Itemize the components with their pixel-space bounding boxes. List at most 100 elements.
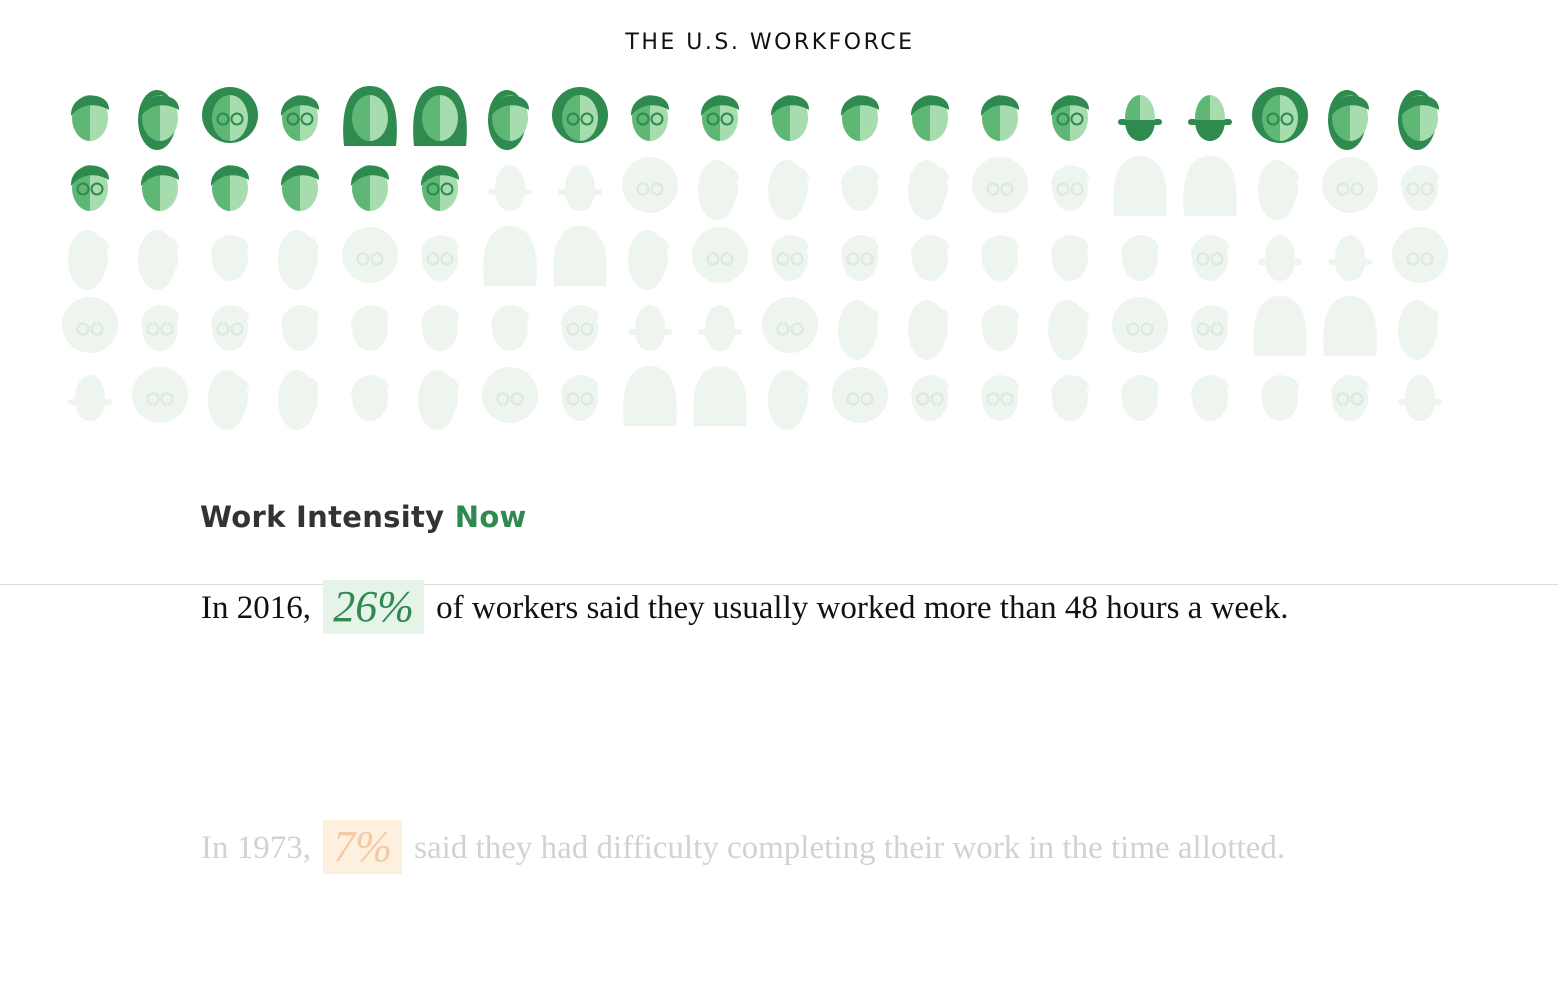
worker-icon (770, 235, 810, 281)
worker-icon (1400, 165, 1440, 211)
worker-icon (1392, 227, 1448, 283)
worker-icon (350, 305, 390, 351)
worker-icon (210, 305, 250, 351)
worker-icon (838, 300, 880, 360)
paragraph-text-start: of (436, 590, 464, 626)
worker-icon (278, 230, 320, 290)
worker-icon (483, 226, 537, 286)
worker-icon (342, 227, 398, 283)
worker-icon (693, 366, 747, 426)
worker-icon (980, 95, 1020, 141)
worker-icon (132, 367, 188, 423)
worker-icon (762, 297, 818, 353)
worker-icon (1328, 235, 1372, 281)
worker-icon (980, 235, 1020, 281)
heading-accent: Now (454, 500, 527, 534)
worker-icon (62, 297, 118, 353)
worker-icon (1112, 297, 1168, 353)
worker-icon (68, 375, 112, 421)
worker-icon (1183, 156, 1237, 216)
worker-icon (622, 157, 678, 213)
worker-icon (623, 366, 677, 426)
workforce-icon-grid (62, 86, 1448, 430)
worker-icon (1188, 95, 1232, 141)
worker-icon (1253, 296, 1307, 356)
worker-icon (700, 95, 740, 141)
worker-icon (413, 86, 467, 146)
worker-icon (840, 165, 880, 211)
worker-icon (1258, 235, 1302, 281)
worker-icon (1050, 165, 1090, 211)
chart-title: THE U.S. WORKFORCE (625, 30, 915, 55)
stat-line-start: In 2016, 26% of (201, 580, 464, 634)
worker-icon (768, 160, 810, 220)
worker-icon (910, 95, 950, 141)
worker-icon (832, 367, 888, 423)
worker-icon (628, 230, 670, 290)
worker-icon (1050, 95, 1090, 141)
paragraph-text: they had difficulty completing their wor… (475, 830, 1286, 866)
worker-icon (1118, 95, 1162, 141)
worker-icon (1322, 157, 1378, 213)
worker-icon (350, 375, 390, 421)
worker-icon (70, 165, 110, 211)
worker-icon (1323, 296, 1377, 356)
worker-icon (1050, 235, 1090, 281)
worker-icon (140, 305, 180, 351)
worker-icon (840, 95, 880, 141)
worker-icon (210, 235, 250, 281)
worker-icon (420, 165, 460, 211)
worker-icon (488, 90, 530, 150)
worker-icon (202, 87, 258, 143)
stat-highlight: 7% (323, 820, 402, 874)
worker-icon (280, 305, 320, 351)
worker-icon (420, 305, 460, 351)
stat-paragraph-1973: In 1973, 7% said they had difficulty com… (201, 820, 1361, 876)
divider (0, 584, 1558, 585)
heading-prefix: Work Intensity (200, 500, 445, 534)
worker-icon (552, 87, 608, 143)
stat-line-start: In 1973, 7% said (201, 820, 468, 874)
worker-icon (972, 157, 1028, 213)
worker-icon (1258, 160, 1300, 220)
paragraph-lead: In 2016, (201, 590, 311, 626)
worker-icon (980, 375, 1020, 421)
worker-icon (280, 165, 320, 211)
worker-icon (1260, 375, 1300, 421)
worker-icon (1330, 375, 1370, 421)
worker-icon (70, 95, 110, 141)
worker-icon (908, 160, 950, 220)
worker-icon (278, 370, 320, 430)
worker-icon (558, 165, 602, 211)
worker-icon (980, 305, 1020, 351)
worker-icon (420, 235, 460, 281)
worker-icon (770, 95, 810, 141)
worker-icon (1120, 235, 1160, 281)
worker-icon (768, 370, 810, 430)
worker-icon (553, 226, 607, 286)
worker-icon (1398, 90, 1440, 150)
paragraph-text: workers said they usually worked more th… (471, 590, 1289, 626)
worker-icon (68, 230, 110, 290)
section-heading: Work Intensity Now (200, 500, 527, 534)
worker-icon (1398, 375, 1442, 421)
worker-icon (1190, 305, 1230, 351)
worker-icon (628, 305, 672, 351)
worker-icon (1113, 156, 1167, 216)
worker-icon (910, 375, 950, 421)
worker-icon (138, 230, 180, 290)
worker-icon (1252, 87, 1308, 143)
worker-icon (208, 370, 250, 430)
worker-icon (1190, 375, 1230, 421)
worker-icon (418, 370, 460, 430)
worker-icon (488, 165, 532, 211)
worker-icon (343, 86, 397, 146)
worker-icon (1050, 375, 1090, 421)
worker-icon (560, 375, 600, 421)
paragraph-text-start: said (414, 830, 468, 866)
worker-icon (910, 235, 950, 281)
worker-icon (560, 305, 600, 351)
stat-highlight: 26% (323, 580, 424, 634)
worker-icon (350, 165, 390, 211)
worker-icon (210, 165, 250, 211)
